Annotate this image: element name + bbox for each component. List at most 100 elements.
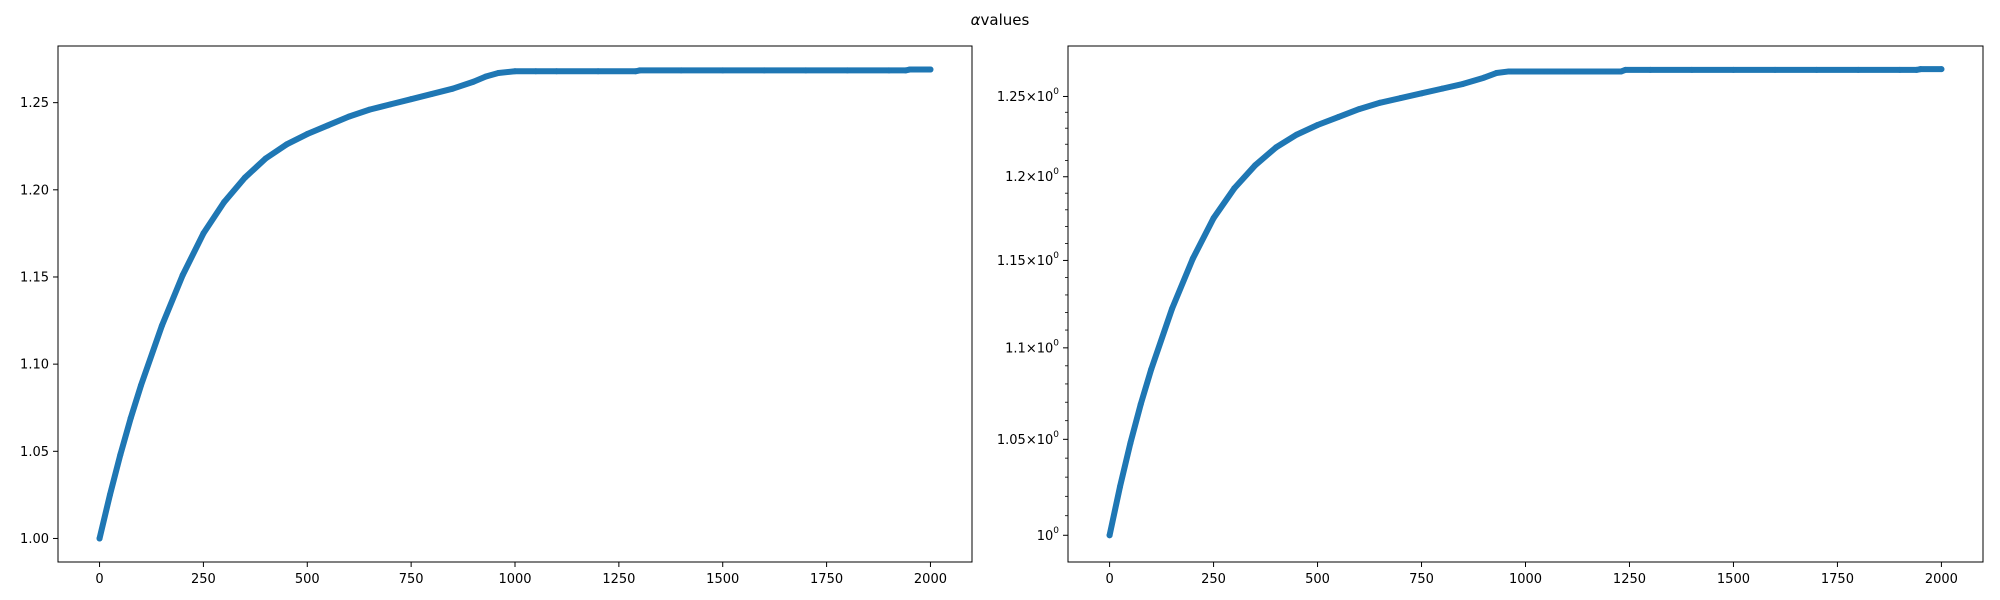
data-point <box>127 415 134 422</box>
data-point <box>1314 121 1321 128</box>
data-point <box>408 96 415 103</box>
data-point <box>1938 66 1945 73</box>
data-point <box>1855 66 1862 73</box>
data-point <box>428 90 435 97</box>
data-point <box>1622 66 1629 73</box>
data-point <box>1148 366 1155 373</box>
data-point <box>1917 66 1924 73</box>
y-tick-base: 10 <box>1037 90 1054 105</box>
data-point <box>1356 106 1363 113</box>
data-point <box>1564 68 1571 75</box>
y-tick-mantissa: 1.2× <box>1005 170 1037 185</box>
data-point <box>885 67 892 74</box>
data-point <box>1730 66 1737 73</box>
data-point <box>1505 68 1512 75</box>
data-series-line <box>96 66 934 542</box>
data-point <box>1189 255 1196 262</box>
data-point <box>906 66 913 73</box>
data-point <box>1210 215 1217 222</box>
data-point <box>1231 185 1238 192</box>
linear-scale-panel: 0 250 500 750 1000 1250 1500 1750 2000 1.00 1.05 1.… <box>20 45 973 587</box>
data-point <box>532 68 539 75</box>
y-tick-base: 10 <box>1037 341 1054 356</box>
data-point <box>1605 68 1612 75</box>
data-point <box>678 67 685 74</box>
data-point <box>761 67 768 74</box>
data-point <box>449 85 456 92</box>
data-point <box>1647 66 1654 73</box>
x-tick-label: 1750 <box>810 572 843 587</box>
data-point <box>158 322 165 329</box>
data-point <box>1252 162 1259 169</box>
x-tick-label: 1000 <box>498 572 531 587</box>
x-tick-label: 250 <box>191 572 216 587</box>
data-point <box>345 113 352 120</box>
y-tick-mantissa: 1.15× <box>997 254 1037 269</box>
x-tick-label: 2000 <box>1925 572 1958 587</box>
data-point <box>1116 483 1123 490</box>
y-tick-base: 10 <box>1037 433 1054 448</box>
data-point <box>117 451 124 458</box>
log-scale-panel: 0 250 500 750 1000 1250 1500 1750 20001001.05×10… <box>997 45 1984 587</box>
y-tick-exponent: 0 <box>1053 167 1059 177</box>
data-point <box>1137 401 1144 408</box>
x-tick-label: 1250 <box>1613 572 1646 587</box>
data-series-line <box>1106 66 1945 539</box>
data-point <box>595 68 602 75</box>
data-point <box>387 101 394 108</box>
x-tick-label: 1500 <box>706 572 739 587</box>
y-tick-label: 1.25 <box>20 96 49 111</box>
data-point <box>262 155 269 162</box>
y-tick-exponent: 0 <box>1053 87 1059 97</box>
data-point <box>1168 305 1175 312</box>
y-tick-label: 1.05 <box>20 445 49 460</box>
data-point <box>1106 532 1113 539</box>
figure-title: αvalues <box>971 11 1030 29</box>
x-tick-label: 500 <box>1305 572 1330 587</box>
data-point <box>221 199 228 206</box>
y-tick-exponent: 0 <box>1053 526 1059 536</box>
data-point <box>1493 70 1500 77</box>
data-point <box>512 68 518 75</box>
data-point <box>1480 74 1487 81</box>
y-tick-label: 1.10 <box>20 358 49 373</box>
data-point <box>1813 66 1820 73</box>
data-point <box>325 122 332 129</box>
y-tick-base: 10 <box>1037 254 1054 269</box>
data-point <box>1272 144 1279 151</box>
data-point <box>1439 85 1446 92</box>
data-point <box>200 230 207 237</box>
data-point <box>719 67 726 74</box>
x-tick-label: 750 <box>399 572 424 587</box>
data-point <box>1772 66 1779 73</box>
y-tick-base: 10 <box>1037 529 1054 544</box>
data-point <box>1543 68 1550 75</box>
data-point <box>241 174 248 181</box>
title-alpha-symbol: α <box>971 11 981 29</box>
x-tick-label: 1000 <box>1509 572 1542 587</box>
y-tick-mantissa: 1.1× <box>1005 341 1037 356</box>
y-tick-mantissa: 1.25× <box>997 90 1037 105</box>
data-point <box>283 141 290 148</box>
data-point <box>366 106 373 113</box>
data-point <box>138 382 145 389</box>
x-tick-label: 750 <box>1409 572 1434 587</box>
x-tick-label: 2000 <box>914 572 947 587</box>
data-point <box>1127 440 1134 447</box>
data-point <box>1896 66 1903 73</box>
x-tick-label: 250 <box>1201 572 1226 587</box>
y-tick-exponent: 0 <box>1053 338 1059 348</box>
data-point <box>106 491 113 498</box>
y-tick-label: 1.20 <box>20 183 49 198</box>
data-point <box>844 67 851 74</box>
data-point <box>553 68 560 75</box>
x-tick-label: 1250 <box>602 572 635 587</box>
data-point <box>179 272 186 279</box>
x-tick-label: 1500 <box>1717 572 1750 587</box>
data-point <box>1418 90 1425 97</box>
y-tick-label: 1.2×100 <box>1005 167 1059 185</box>
y-tick-base: 10 <box>1037 170 1054 185</box>
y-tick-label: 1.00 <box>20 532 49 547</box>
